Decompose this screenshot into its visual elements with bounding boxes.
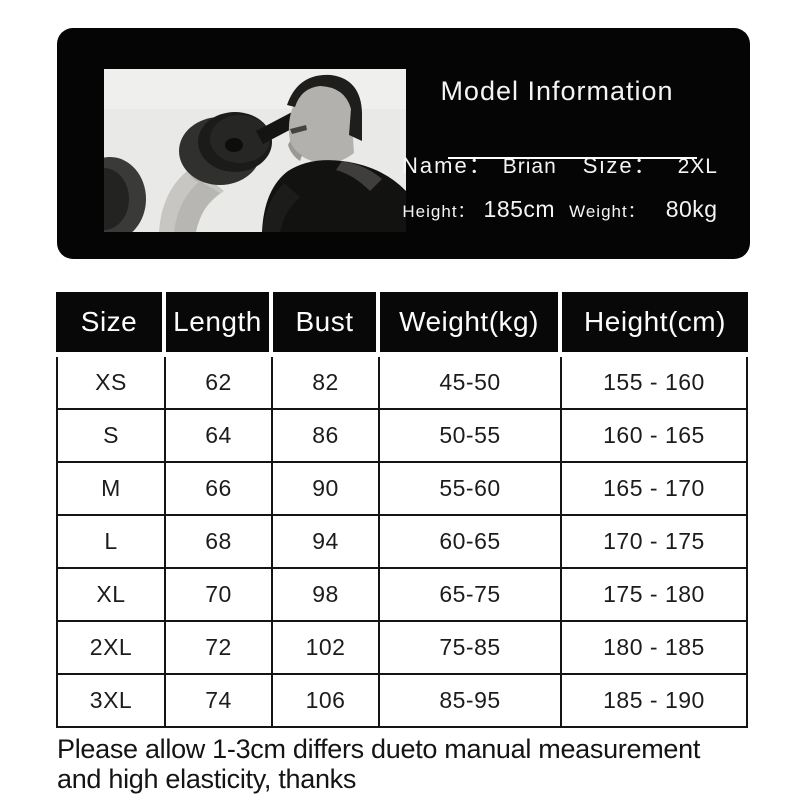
table-cell: M — [56, 463, 166, 516]
table-cell: 2XL — [56, 622, 166, 675]
model-info-panel: Model Information Name： Brian Size： 2XL … — [57, 28, 750, 259]
table-cell: 90 — [273, 463, 380, 516]
model-weight-label: Weight： — [569, 202, 646, 221]
table-header-cell: Height(cm) — [562, 292, 748, 357]
model-height-value: 185cm — [483, 196, 556, 222]
model-name-value: Brian — [502, 155, 557, 178]
table-cell: S — [56, 410, 166, 463]
table-cell: 106 — [273, 675, 380, 728]
model-info-divider — [448, 157, 697, 159]
model-height-label: Height： — [402, 202, 476, 221]
table-cell: 45-50 — [380, 357, 562, 410]
table-cell: 94 — [273, 516, 380, 569]
table-header-cell: Weight(kg) — [380, 292, 562, 357]
table-cell: 102 — [273, 622, 380, 675]
table-header-cell: Size — [56, 292, 166, 357]
table-cell: L — [56, 516, 166, 569]
measurement-note-line1: Please allow 1-3cm differs dueto manual … — [57, 734, 701, 764]
table-cell: 175 - 180 — [562, 569, 748, 622]
table-cell: 70 — [166, 569, 273, 622]
table-row: L 68 94 60-65 170 - 175 — [56, 516, 748, 569]
table-cell: 75-85 — [380, 622, 562, 675]
table-cell: 86 — [273, 410, 380, 463]
table-cell: 165 - 170 — [562, 463, 748, 516]
table-header-cell: Length — [166, 292, 273, 357]
size-chart-table: Size Length Bust Weight(kg) Height(cm) XS 62 8… — [56, 292, 748, 728]
model-photo — [104, 69, 406, 232]
size-table-header: Size Length Bust Weight(kg) Height(cm) — [56, 292, 748, 357]
table-cell: 185 - 190 — [562, 675, 748, 728]
model-size-value: 2XL — [677, 155, 718, 178]
model-height-weight-row: Height： 185cm Weight： 80kg — [402, 196, 718, 223]
table-row: 3XL 74 106 85-95 185 - 190 — [56, 675, 748, 728]
table-row: M 66 90 55-60 165 - 170 — [56, 463, 748, 516]
table-cell: 55-60 — [380, 463, 562, 516]
table-row: 2XL 72 102 75-85 180 - 185 — [56, 622, 748, 675]
table-cell: 82 — [273, 357, 380, 410]
size-table-body: XS 62 82 45-50 155 - 160 S 64 86 50-55 160 - 165 M… — [56, 357, 748, 728]
table-cell: 180 - 185 — [562, 622, 748, 675]
table-cell: 170 - 175 — [562, 516, 748, 569]
table-cell: 65-75 — [380, 569, 562, 622]
table-cell: 160 - 165 — [562, 410, 748, 463]
table-row: XS 62 82 45-50 155 - 160 — [56, 357, 748, 410]
table-cell: 85-95 — [380, 675, 562, 728]
table-header-row: Size Length Bust Weight(kg) Height(cm) — [56, 292, 748, 357]
table-cell: 98 — [273, 569, 380, 622]
table-header-cell: Bust — [273, 292, 380, 357]
measurement-note: Please allow 1-3cm differs dueto manual … — [57, 734, 757, 794]
table-cell: 60-65 — [380, 516, 562, 569]
table-cell: 50-55 — [380, 410, 562, 463]
model-weight-value: 80kg — [665, 196, 718, 222]
table-cell: 64 — [166, 410, 273, 463]
model-name-label: Name： — [402, 153, 493, 178]
table-row: XL 70 98 65-75 175 - 180 — [56, 569, 748, 622]
table-row: S 64 86 50-55 160 - 165 — [56, 410, 748, 463]
table-cell: 72 — [166, 622, 273, 675]
table-cell: XL — [56, 569, 166, 622]
table-cell: 3XL — [56, 675, 166, 728]
table-cell: 74 — [166, 675, 273, 728]
measurement-note-line2: and high elasticity, thanks — [57, 764, 357, 794]
table-cell: 66 — [166, 463, 273, 516]
table-cell: 62 — [166, 357, 273, 410]
table-cell: 68 — [166, 516, 273, 569]
model-photo-illustration — [104, 69, 406, 232]
model-size-label: Size： — [582, 153, 658, 178]
table-cell: XS — [56, 357, 166, 410]
model-info-title: Model Information — [440, 76, 674, 106]
model-name-size-row: Name： Brian Size： 2XL — [402, 148, 718, 180]
table-cell: 155 - 160 — [562, 357, 748, 410]
